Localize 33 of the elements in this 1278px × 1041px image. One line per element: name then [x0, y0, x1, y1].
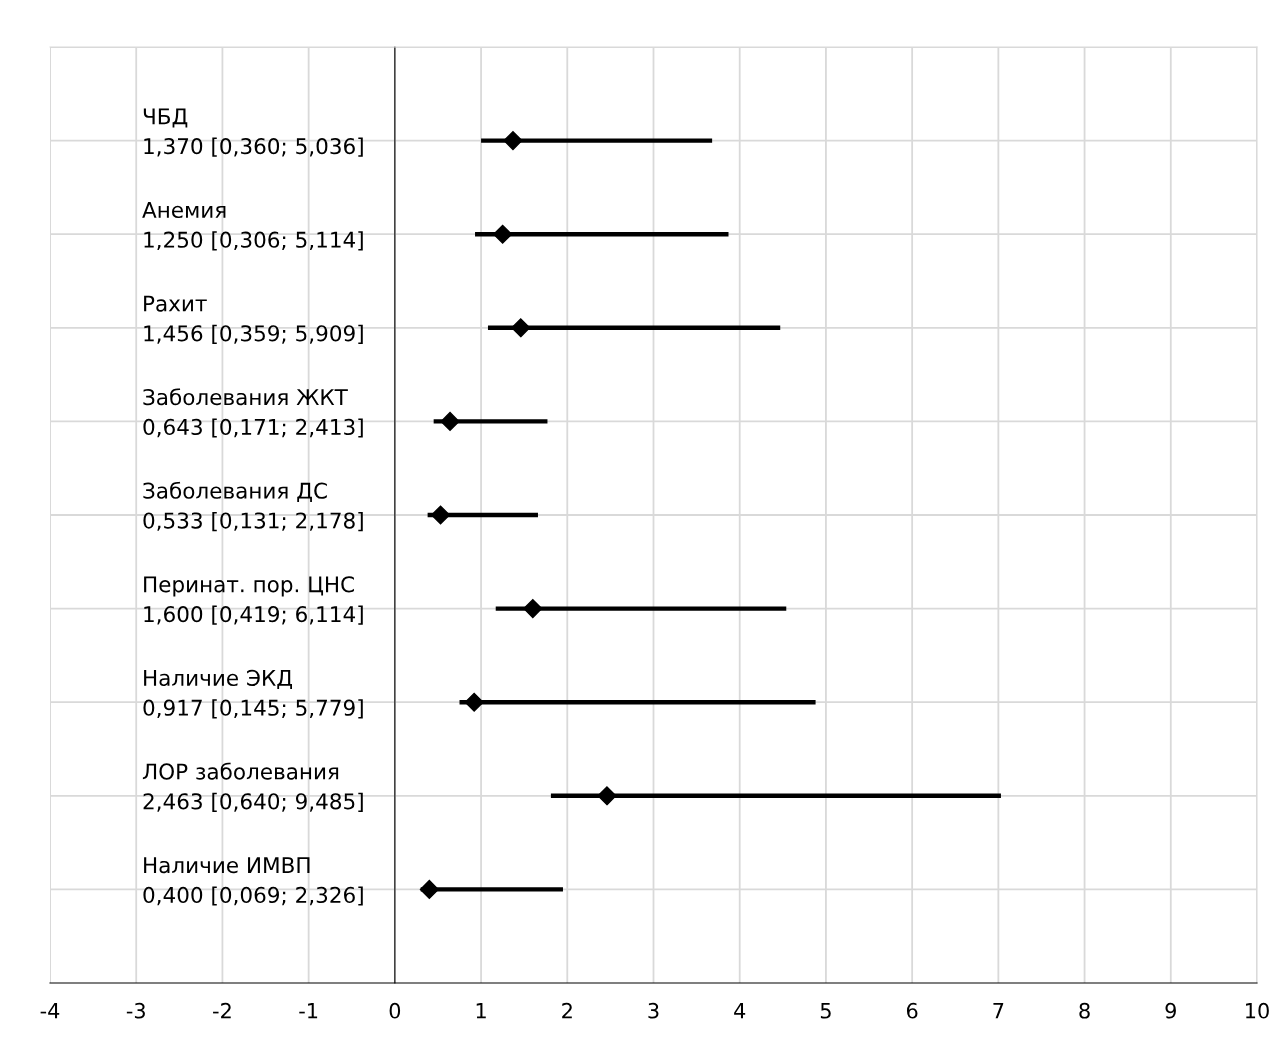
x-tick-label: 10: [1246, 1002, 1269, 1019]
y-tick-label: Перинат. пор. ЦНС 1,600 [0,419; 6,114]: [144, 576, 363, 625]
x-tick-label: -3: [126, 1002, 145, 1019]
x-tick-label: 5: [820, 1003, 831, 1019]
x-tick-label: 2: [562, 1002, 572, 1019]
x-tick-label: -4: [40, 1003, 60, 1019]
point: [493, 224, 513, 244]
x-tick-label: 9: [1165, 1002, 1176, 1019]
x-tick-label: -2: [213, 1002, 231, 1019]
point: [419, 879, 439, 899]
x-tick-label: -1: [299, 1003, 318, 1019]
point: [511, 318, 531, 338]
x-tick-label: 3: [648, 1002, 659, 1019]
y-tick-label: Рахит 1,456 [0,359; 5,909]: [144, 295, 363, 345]
x-tick-label: 4: [734, 1003, 746, 1019]
point: [431, 505, 451, 525]
x-tick-label: 8: [1079, 1002, 1090, 1019]
point: [523, 599, 543, 619]
y-tick-label: Наличие ИМВП 0,400 [0,069; 2,326]: [143, 857, 363, 906]
x-tick-label: 0: [389, 1002, 401, 1019]
point: [503, 131, 523, 151]
point: [464, 692, 484, 712]
y-tick-label: ЛОР заболевания 2,463 [0,640; 9,485]: [142, 762, 363, 813]
y-tick-label: Анемия 1,250 [0,306; 5,114]: [142, 202, 363, 251]
point: [597, 786, 617, 806]
x-tick-label: 7: [993, 1003, 1004, 1019]
y-tick-label: ЧБД 1,370 [0,360; 5,036]: [143, 108, 363, 157]
x-tick-label: 1: [476, 1003, 486, 1019]
point: [440, 411, 460, 431]
y-tick-label: Наличие ЭКД 0,917 [0,145; 5,779]: [143, 669, 363, 719]
y-tick-label: Заболевания ДС 0,533 [0,131; 2,178]: [143, 481, 363, 532]
x-tick-label: 6: [906, 1002, 918, 1019]
y-tick-label: Заболевания ЖКТ 0,643 [0,171; 2,413]: [143, 388, 363, 438]
